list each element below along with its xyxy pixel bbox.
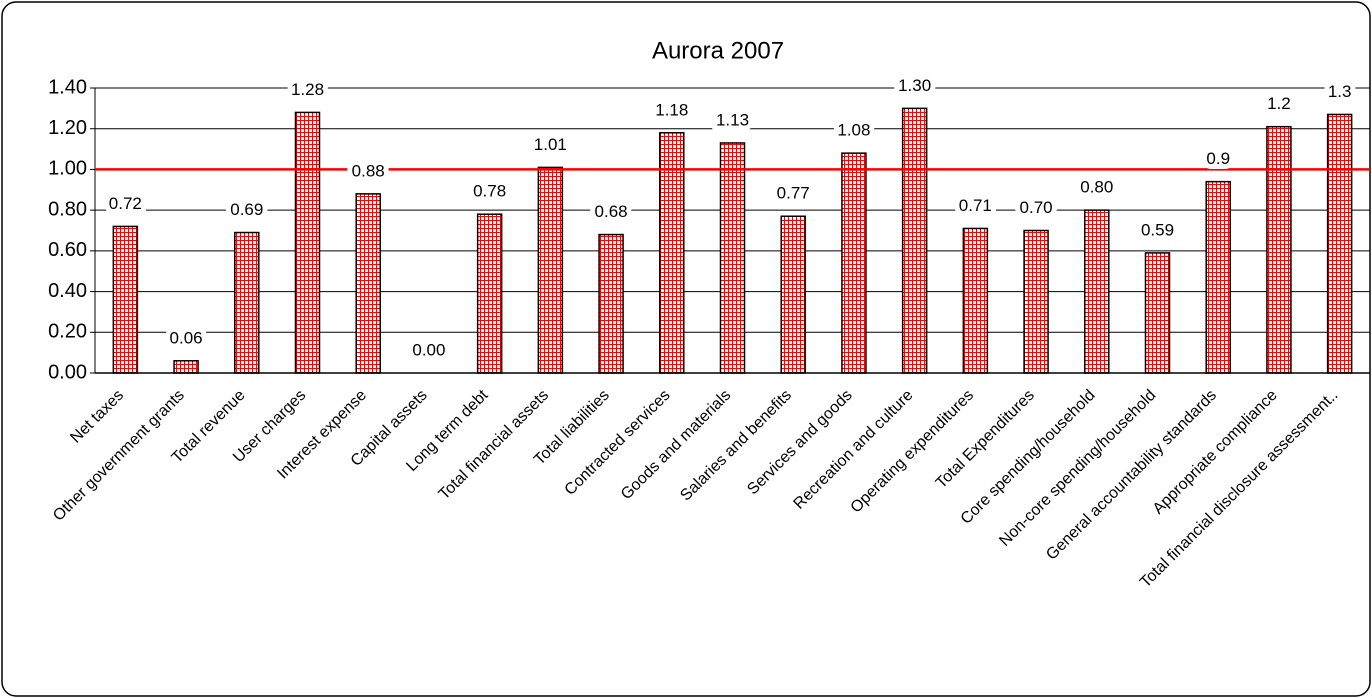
bar — [1144, 252, 1171, 374]
value-label: 0.00 — [412, 340, 445, 359]
value-label: 1.18 — [655, 100, 688, 119]
value-label: 0.59 — [1141, 220, 1174, 239]
bar — [355, 193, 381, 374]
bar — [719, 142, 746, 374]
bar — [476, 213, 503, 374]
bar — [659, 132, 685, 374]
value-label: 0.06 — [170, 328, 203, 347]
value-label: 1.30 — [898, 76, 931, 95]
value-label: 1.2 — [1267, 94, 1291, 113]
value-label: 1.3 — [1328, 82, 1352, 101]
bar — [841, 152, 867, 374]
bar — [234, 231, 260, 374]
value-label: 0.71 — [959, 196, 992, 215]
y-tick-label: 0.60 — [48, 239, 87, 261]
bar — [294, 111, 321, 374]
value-label: 1.08 — [837, 121, 870, 140]
value-label: 0.69 — [230, 200, 263, 219]
y-tick-label: 0.80 — [48, 198, 87, 220]
value-label: 0.70 — [1020, 198, 1053, 217]
y-tick-label: 1.40 — [48, 76, 87, 98]
bar — [962, 227, 989, 374]
bar — [112, 225, 139, 374]
bar — [598, 233, 624, 374]
value-label: 0.88 — [352, 161, 385, 180]
value-label: 1.01 — [534, 135, 567, 154]
bar — [1205, 180, 1231, 374]
bar — [901, 107, 928, 374]
bar — [173, 360, 199, 374]
value-label: 0.68 — [595, 202, 628, 221]
y-tick-label: 0.20 — [48, 321, 87, 343]
bar — [1023, 229, 1049, 374]
value-label: 1.28 — [291, 80, 324, 99]
bar — [780, 215, 806, 374]
y-tick-label: 0.40 — [48, 280, 87, 302]
bar — [1326, 113, 1353, 374]
y-tick-label: 1.20 — [48, 117, 87, 139]
y-tick-label: 0.00 — [48, 361, 87, 383]
bar — [1266, 125, 1292, 374]
value-label: 0.72 — [109, 194, 142, 213]
value-label: 1.13 — [716, 110, 749, 129]
value-label: 0.80 — [1080, 178, 1113, 197]
chart-title: Aurora 2007 — [652, 37, 784, 64]
value-label: 0.78 — [473, 182, 506, 201]
value-label: 0.77 — [777, 184, 810, 203]
y-tick-label: 1.00 — [48, 158, 87, 180]
value-label: 0.9 — [1206, 149, 1230, 168]
bar — [1084, 209, 1110, 374]
bar — [537, 166, 564, 374]
